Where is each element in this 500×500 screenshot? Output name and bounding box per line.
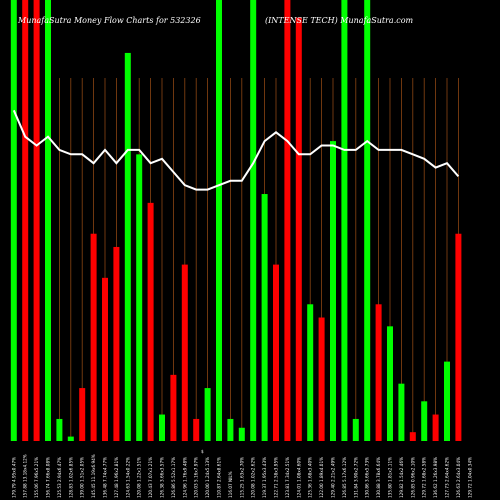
bar-up [159,414,165,441]
x-tick-label: 126.85 0.96x2.10% [410,457,415,498]
x-tick-label: 126.86 5.52x1.17% [171,457,176,498]
x-tick-label: 157.88 13.18x4.12% [23,454,28,498]
x-tick-label: 124.63 1.54x0.22% [125,457,130,498]
bar-down [295,17,302,441]
x-tick-label: 124.01 1.08x4.60% [296,457,301,498]
x-tick-label: 128.83 1.02x6.85% [68,457,73,498]
x-tick-label: 120.08 1.02x2.62% [251,457,256,498]
x-tick-label: 135.80 1.81x2.11% [388,457,393,498]
bar-down [318,317,325,441]
x-tick-label: 123.81 7.34x2.51% [285,457,290,498]
bar-up [352,418,359,441]
x-tick-label: 122.71 2.58x3.95% [274,457,279,498]
bar-down [181,264,188,441]
x-tick-label: 110.87 2.64x8.61% [217,457,222,498]
bar-down [102,277,108,441]
bar-up [387,326,393,441]
x-tick-label: 120.00 1.24x5.13% [205,457,210,498]
x-tick-label: 179.79 4.95x0.47% [11,457,16,498]
x-tick-label: 129.40 2.21x2.49% [331,457,336,498]
bar-up [136,154,143,441]
chart-subtitle: (INTENSE TECH) MunafaSutra.com [265,16,414,25]
bar-down [22,0,29,441]
x-tick-label: 127.48 1.96x2.81% [114,457,119,498]
x-tick-label: 129.72 1.68x2.58% [422,457,427,498]
x-tick-label: 122.00 1.89x4.01% [319,457,324,498]
x-tick-label: 136.48 7.74x4.77% [103,457,108,498]
bar-up [307,304,314,441]
x-axis-marker: $ [201,449,204,454]
bar-up [261,194,268,441]
bar-up [56,418,63,441]
x-tick-label: 120.03 5.16x7.97% [194,457,199,498]
x-tick-label: 129.82 1.54x2.46% [399,457,404,498]
x-tick-label: 120.43 7.07x1.21% [148,457,153,498]
bar-up [10,0,17,441]
x-tick-label: 127.73 2.64x4.62% [445,457,450,498]
bar-down [409,432,416,441]
bar-down [375,304,382,441]
x-tick-label: 124.96 1.76x9.48% [182,457,187,498]
bar-down [79,388,86,441]
x-tick-label: 126.38 3.66x3.57% [160,457,165,498]
bar-up [444,361,450,441]
x-tick-label: 136.62 1.26x3.98% [433,457,438,498]
bar-down [432,414,439,441]
x-tick-label: 126.63 2.64x3.04% [456,457,461,498]
x-tick-label: 125.53 2.94x6.47% [57,457,62,498]
x-tick-label: 129.72 1.04x0.34% [467,457,472,498]
money-flow-line [12,109,460,191]
x-tick-label: 119.37 1.95x3.43% [262,457,267,498]
bar-down [90,233,97,441]
bar-up [124,52,131,442]
bar-up [341,0,348,441]
bar-up [238,427,245,441]
x-tick-label: 130.86 3.66x5.73% [365,457,370,498]
bar-down [273,264,279,441]
bar-up [216,0,222,441]
x-tick-label: 131.84 3.90x2.72% [353,457,358,498]
bar-up [364,0,371,441]
bar-up [330,141,336,441]
chart-title: MunafaSutra Money Flow Charts for 532326 [17,16,201,25]
x-tick-label: 156.74 7.66x8.08% [46,457,51,498]
bar-up [421,401,428,441]
bar-down [284,0,291,441]
x-tick-label: 125.36 1.68x3.40% [308,457,313,498]
bar-down [113,246,120,441]
x-tick-label: 139.00 1.51x2.05% [80,457,85,498]
bar-down [147,202,154,441]
bar-down [33,0,40,441]
bar-series [10,0,462,442]
bar-up [204,388,211,441]
x-tick-label: 115.25 1.63x2.70% [239,457,244,498]
bar-up [250,0,257,441]
bar-up [67,436,74,441]
x-tick-label: 126.85 5.17x6.12% [342,457,347,498]
x-tick-label: 120.08 1.22x1.51% [137,457,142,498]
bar-up [45,0,51,441]
bar-up [227,418,234,441]
x-tick-label: 155.06 7.96x5.21% [34,457,39,498]
x-tick-label: 116.07 NIL% [228,471,233,498]
bar-down [455,233,462,441]
x-tick-label: 145.45 11.19x6.94% [91,454,96,498]
bar-down [170,374,177,441]
bar-up [398,383,405,441]
bar-down [193,418,200,441]
x-tick-label: 130.88 3.78x6.64% [376,457,381,498]
x-tick-labels: 179.79 4.95x0.47% 157.88 13.18x4.12% 155.0… [11,454,472,498]
